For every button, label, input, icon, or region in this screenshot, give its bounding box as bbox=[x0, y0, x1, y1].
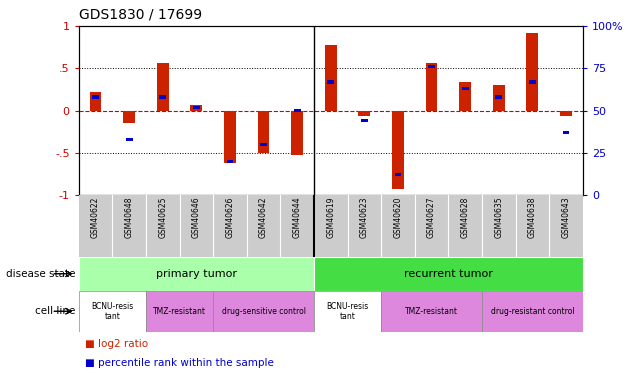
Bar bbox=[563, 131, 570, 134]
Bar bbox=[146, 291, 213, 332]
Bar bbox=[123, 111, 135, 123]
Bar bbox=[157, 63, 169, 111]
Bar bbox=[358, 111, 370, 116]
Bar bbox=[314, 257, 583, 291]
Bar bbox=[258, 111, 270, 153]
Bar bbox=[159, 96, 166, 99]
Text: GSM40622: GSM40622 bbox=[91, 197, 100, 238]
Bar bbox=[89, 92, 101, 111]
Bar bbox=[428, 65, 435, 68]
Bar bbox=[459, 82, 471, 111]
Text: GSM40646: GSM40646 bbox=[192, 197, 201, 238]
Bar bbox=[79, 291, 146, 332]
Bar bbox=[314, 291, 381, 332]
Bar bbox=[79, 257, 314, 291]
Text: drug-sensitive control: drug-sensitive control bbox=[222, 307, 306, 316]
Text: GSM40627: GSM40627 bbox=[427, 197, 436, 238]
Text: GDS1830 / 17699: GDS1830 / 17699 bbox=[79, 8, 202, 21]
Text: ■ log2 ratio: ■ log2 ratio bbox=[85, 339, 148, 349]
Text: drug-resistant control: drug-resistant control bbox=[491, 307, 574, 316]
Text: GSM40644: GSM40644 bbox=[293, 197, 302, 238]
Text: GSM40619: GSM40619 bbox=[326, 197, 335, 238]
Bar bbox=[495, 96, 502, 99]
Text: BCNU-resis
tant: BCNU-resis tant bbox=[326, 302, 369, 321]
Bar bbox=[392, 111, 404, 189]
Text: GSM40648: GSM40648 bbox=[125, 197, 134, 238]
Bar bbox=[224, 111, 236, 163]
Bar bbox=[529, 80, 535, 84]
Bar bbox=[213, 291, 314, 332]
Bar bbox=[394, 173, 401, 177]
Bar bbox=[381, 291, 482, 332]
Text: TMZ-resistant: TMZ-resistant bbox=[153, 307, 206, 316]
Bar bbox=[426, 63, 437, 111]
Text: GSM40628: GSM40628 bbox=[461, 197, 469, 238]
Bar bbox=[291, 111, 303, 154]
Text: BCNU-resis
tant: BCNU-resis tant bbox=[91, 302, 134, 321]
Text: recurrent tumor: recurrent tumor bbox=[404, 269, 493, 279]
Bar bbox=[193, 106, 200, 109]
Text: GSM40643: GSM40643 bbox=[561, 197, 570, 238]
Text: primary tumor: primary tumor bbox=[156, 269, 237, 279]
Text: GSM40635: GSM40635 bbox=[495, 197, 503, 238]
Text: TMZ-resistant: TMZ-resistant bbox=[405, 307, 458, 316]
Text: GSM40626: GSM40626 bbox=[226, 197, 234, 238]
Bar bbox=[482, 291, 583, 332]
Text: GSM40620: GSM40620 bbox=[394, 197, 403, 238]
Bar bbox=[325, 45, 336, 111]
Text: cell line: cell line bbox=[35, 306, 76, 316]
Bar bbox=[361, 119, 368, 122]
Text: GSM40642: GSM40642 bbox=[259, 197, 268, 238]
Text: GSM40638: GSM40638 bbox=[528, 197, 537, 238]
Bar bbox=[462, 87, 469, 90]
Bar bbox=[126, 138, 132, 141]
Text: GSM40623: GSM40623 bbox=[360, 197, 369, 238]
Text: disease state: disease state bbox=[6, 269, 76, 279]
Bar bbox=[227, 160, 233, 163]
Bar bbox=[294, 109, 301, 112]
Bar bbox=[260, 143, 267, 146]
Bar bbox=[527, 33, 538, 111]
Bar bbox=[190, 105, 202, 111]
Text: ■ percentile rank within the sample: ■ percentile rank within the sample bbox=[85, 358, 274, 368]
Bar bbox=[328, 80, 334, 84]
Bar bbox=[493, 86, 505, 111]
Text: GSM40625: GSM40625 bbox=[158, 197, 167, 238]
Bar bbox=[560, 111, 572, 116]
Bar bbox=[92, 96, 99, 99]
